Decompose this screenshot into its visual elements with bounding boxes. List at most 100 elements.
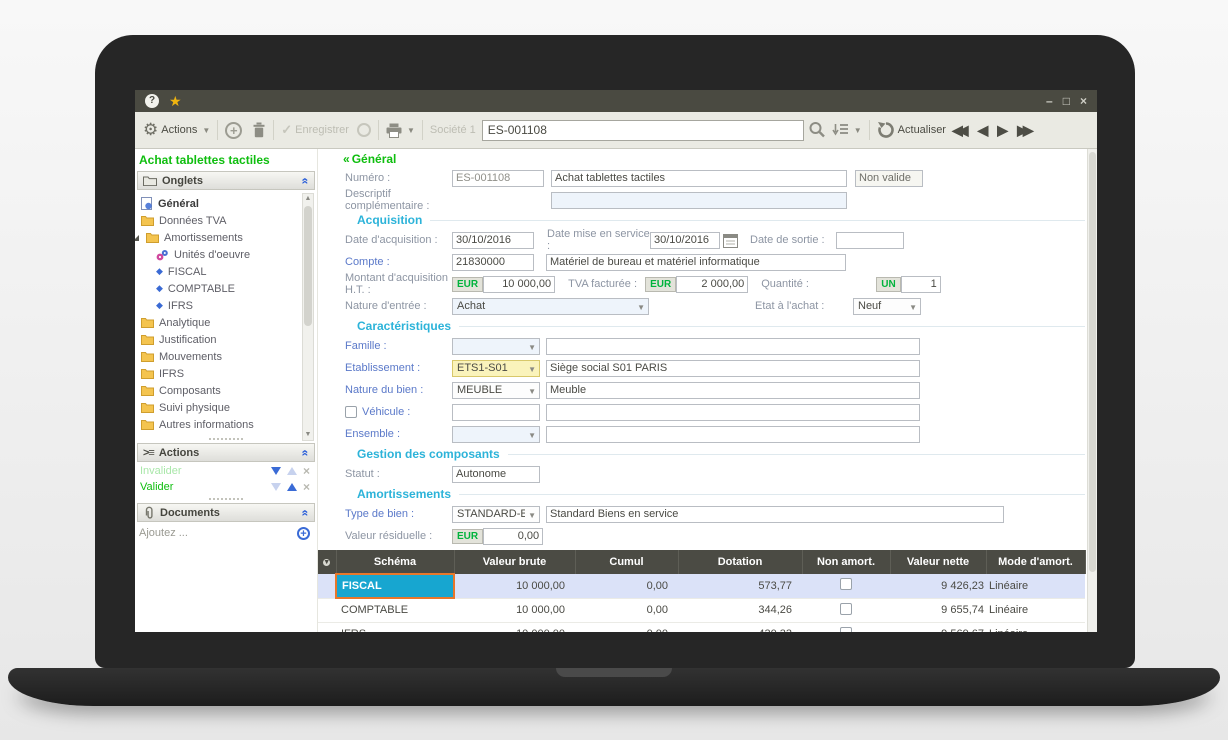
- descriptif-input[interactable]: [551, 191, 847, 209]
- collapse-icon[interactable]: «: [298, 449, 313, 456]
- non-amort-checkbox[interactable]: [840, 602, 852, 615]
- col-cumul[interactable]: Cumul: [575, 550, 679, 574]
- collapse-icon[interactable]: «: [298, 177, 313, 184]
- etat-achat-select[interactable]: Neuf ▼: [853, 297, 921, 315]
- dotation-cell[interactable]: 573,77: [678, 574, 802, 599]
- col-valeur-nette[interactable]: Valeur nette: [890, 550, 987, 574]
- valeur-brute-cell[interactable]: 10 000,00: [454, 622, 575, 632]
- valeur-brute-cell[interactable]: 10 000,00: [454, 574, 575, 599]
- etablissement-select[interactable]: ETS1-S01 ▼: [452, 359, 540, 377]
- tree-item-amortissements[interactable]: Amortissements: [135, 229, 296, 246]
- tree-item-comptable[interactable]: ◆ COMPTABLE: [156, 282, 235, 295]
- maximize-button[interactable]: □: [1062, 94, 1070, 108]
- schema-cell[interactable]: COMPTABLE: [336, 598, 454, 623]
- table-row[interactable]: FISCAL 10 000,00 0,00 573,77 9 426,23 Li…: [318, 573, 1085, 599]
- tree-item-unites-oeuvre[interactable]: Unités d'oeuvre: [141, 246, 296, 263]
- famille-select[interactable]: ▼: [452, 337, 540, 355]
- scrollbar-thumb[interactable]: [1089, 152, 1096, 572]
- tree-item-mouvements[interactable]: Mouvements: [141, 348, 296, 365]
- famille-label[interactable]: Famille :: [345, 340, 387, 352]
- calendar-icon[interactable]: [723, 233, 738, 248]
- scrollbar-thumb[interactable]: [304, 206, 312, 326]
- remove-icon[interactable]: ×: [302, 480, 310, 494]
- action-valider-label[interactable]: Valider: [140, 481, 174, 493]
- table-options-header[interactable]: ▼: [318, 550, 337, 574]
- col-mode-amort[interactable]: Mode d'amort.: [986, 550, 1086, 574]
- nature-bien-label[interactable]: Nature du bien :: [345, 384, 424, 396]
- dotation-cell[interactable]: 344,26: [678, 598, 802, 623]
- tree-item-fiscal[interactable]: ◆ FISCAL: [156, 265, 207, 278]
- record-search-input[interactable]: [481, 119, 804, 141]
- remove-icon[interactable]: ×: [302, 464, 310, 478]
- move-down-icon[interactable]: [270, 467, 281, 475]
- vehicule-checkbox[interactable]: [345, 406, 357, 418]
- next-record-button[interactable]: ▶: [997, 121, 1009, 138]
- cumul-cell[interactable]: 0,00: [575, 598, 678, 623]
- montant-input[interactable]: [483, 275, 556, 293]
- tree-item-composants[interactable]: Composants: [141, 382, 296, 399]
- dotation-cell[interactable]: 430,33: [678, 622, 802, 632]
- refresh-button[interactable]: Actualiser: [877, 121, 946, 139]
- collapse-icon[interactable]: «: [298, 509, 313, 516]
- ensemble-select[interactable]: ▼: [452, 425, 540, 443]
- nature-bien-select[interactable]: MEUBLE ▼: [452, 381, 540, 399]
- main-scrollbar[interactable]: [1087, 149, 1097, 632]
- valeur-brute-cell[interactable]: 10 000,00: [454, 598, 575, 623]
- scroll-up-icon[interactable]: ▲: [304, 195, 312, 202]
- cumul-cell[interactable]: 0,00: [575, 622, 678, 632]
- vehicule-input[interactable]: [452, 403, 540, 421]
- col-dotation[interactable]: Dotation: [678, 550, 803, 574]
- etablissement-label[interactable]: Etablissement :: [345, 362, 421, 374]
- tree-item-justification[interactable]: Justification: [141, 331, 296, 348]
- tree-item-ifrs-schema[interactable]: ◆ IFRS: [156, 299, 193, 312]
- previous-record-button[interactable]: ◀: [977, 121, 989, 138]
- search-button[interactable]: [808, 121, 827, 139]
- tree-scrollbar[interactable]: ▲ ▼: [302, 193, 314, 441]
- help-icon[interactable]: ?: [145, 94, 159, 108]
- type-bien-select[interactable]: STANDARD-E: ▼: [452, 505, 540, 523]
- valeur-nette-cell[interactable]: 9 426,23: [890, 574, 986, 599]
- date-acquisition-input[interactable]: [452, 231, 534, 249]
- numero-input[interactable]: [452, 169, 544, 187]
- compte-input[interactable]: [452, 253, 534, 271]
- last-record-button[interactable]: ▶▶: [1017, 121, 1033, 138]
- date-sortie-input[interactable]: [836, 231, 904, 249]
- tree-item-general[interactable]: Général: [141, 195, 296, 212]
- ensemble-label[interactable]: Ensemble :: [345, 428, 401, 440]
- compte-label[interactable]: Compte :: [345, 256, 390, 268]
- tree-item-ifrs[interactable]: IFRS: [141, 365, 296, 382]
- non-amort-checkbox[interactable]: [840, 626, 852, 632]
- date-service-input[interactable]: [650, 231, 720, 249]
- documents-add-row[interactable]: Ajoutez ... +: [135, 523, 317, 541]
- nature-entree-select[interactable]: Achat ▼: [452, 297, 649, 315]
- non-amort-checkbox[interactable]: [840, 578, 852, 591]
- minimize-button[interactable]: –: [1046, 94, 1053, 108]
- designation-input[interactable]: [551, 169, 847, 187]
- add-document-icon[interactable]: +: [297, 526, 310, 540]
- col-non-amort[interactable]: Non amort.: [802, 550, 891, 574]
- col-schema[interactable]: Schéma: [336, 550, 455, 574]
- schema-cell-selected[interactable]: FISCAL: [335, 573, 455, 599]
- move-up-icon[interactable]: [286, 483, 297, 491]
- scroll-down-icon[interactable]: ▼: [304, 431, 312, 438]
- actions-panel-header[interactable]: >≡ Actions «: [137, 443, 315, 462]
- favorite-star-icon[interactable]: ★: [169, 93, 182, 109]
- new-record-button[interactable]: +: [225, 121, 243, 139]
- col-valeur-brute[interactable]: Valeur brute: [454, 550, 576, 574]
- print-button[interactable]: ▼: [386, 123, 415, 138]
- tree-item-autres-informations[interactable]: Autres informations: [141, 416, 296, 433]
- type-bien-label[interactable]: Type de bien :: [345, 508, 415, 520]
- table-row[interactable]: COMPTABLE 10 000,00 0,00 344,26 9 655,74…: [318, 598, 1085, 623]
- tree-item-analytique[interactable]: Analytique: [141, 314, 296, 331]
- schema-cell[interactable]: IFRS: [336, 622, 454, 632]
- back-chevrons-icon[interactable]: «: [343, 152, 350, 166]
- tree-item-suivi-physique[interactable]: Suivi physique: [141, 399, 296, 416]
- tva-input[interactable]: [676, 275, 749, 293]
- selection-list-button[interactable]: ▼: [832, 122, 862, 138]
- valeur-nette-cell[interactable]: 9 569,67: [890, 622, 986, 632]
- valeur-nette-cell[interactable]: 9 655,74: [890, 598, 986, 623]
- onglets-panel-header[interactable]: Onglets «: [137, 171, 315, 190]
- delete-button[interactable]: [252, 122, 266, 138]
- mode-amort-cell[interactable]: Linéaire: [986, 574, 1085, 599]
- cumul-cell[interactable]: 0,00: [575, 574, 678, 599]
